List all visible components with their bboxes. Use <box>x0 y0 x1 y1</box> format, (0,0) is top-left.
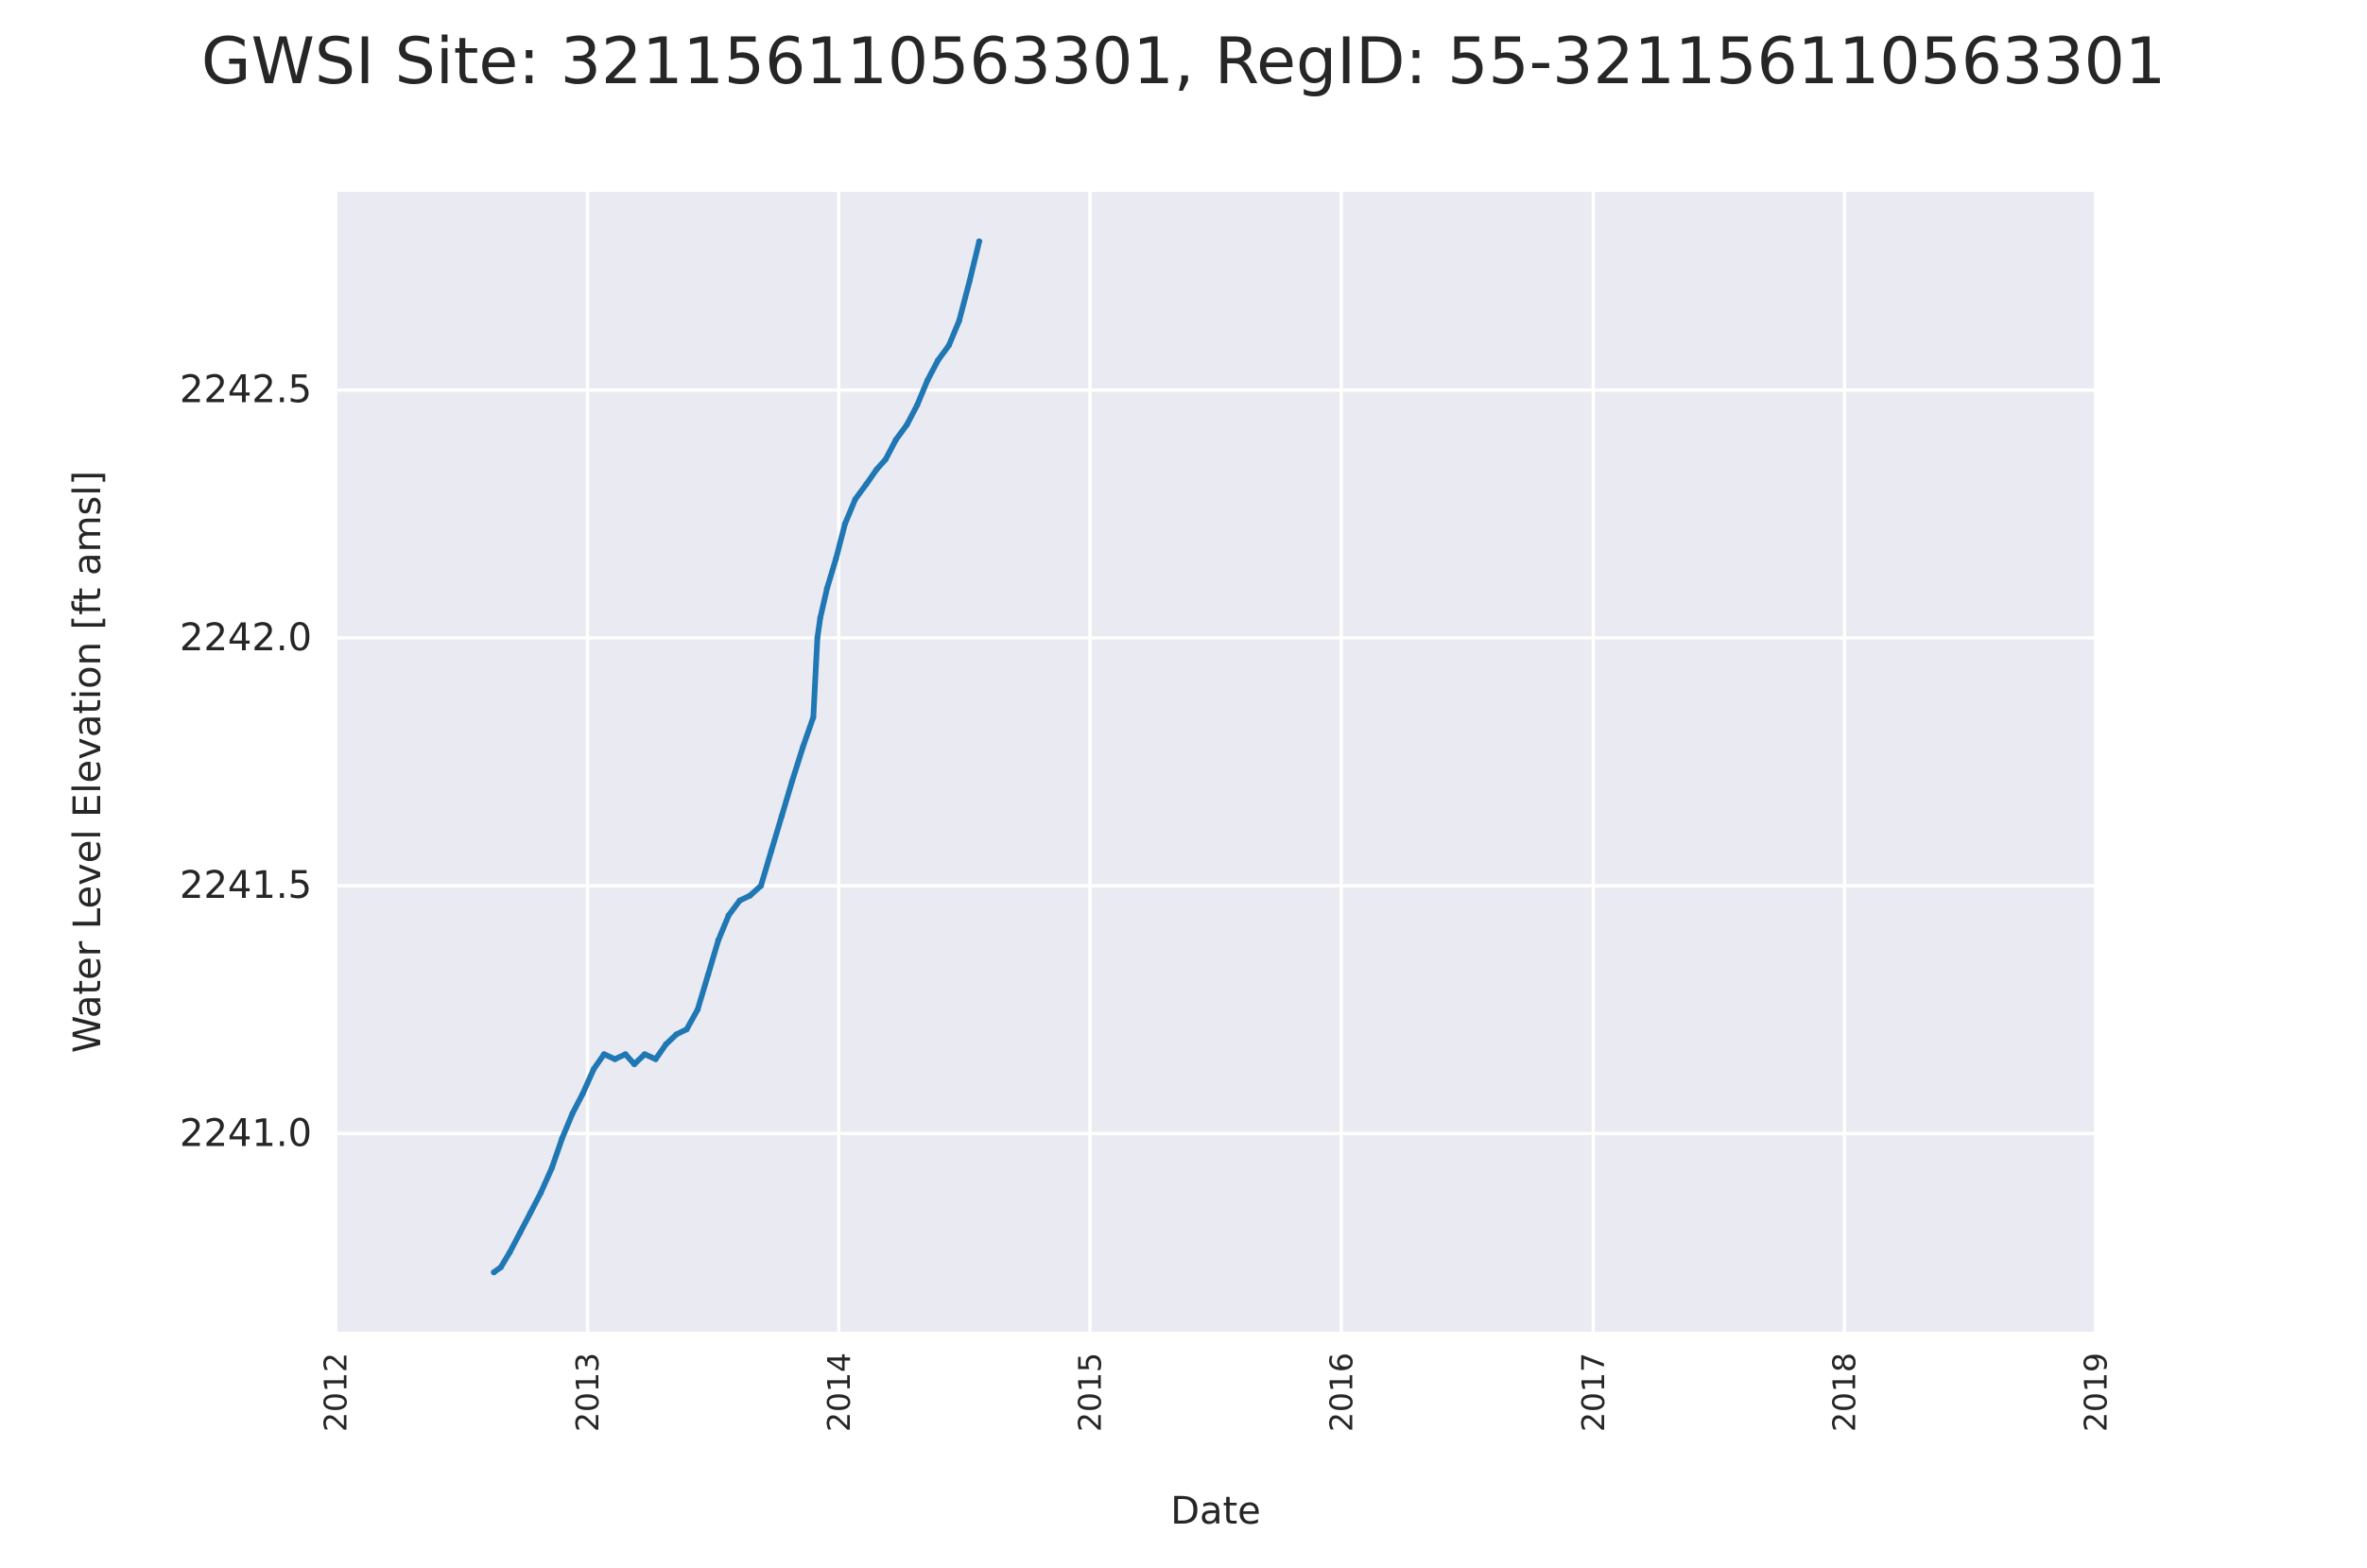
data-point <box>569 1111 576 1117</box>
data-point <box>976 238 983 245</box>
y-axis-label: Water Level Elevation [ft amsl] <box>66 471 110 1053</box>
data-point <box>788 778 795 785</box>
data-point <box>641 1051 648 1058</box>
x-tick-label: 2019 <box>2078 1353 2115 1432</box>
data-point <box>579 1091 586 1097</box>
data-point <box>715 937 722 943</box>
data-point <box>768 848 775 854</box>
x-tick-label: 2014 <box>821 1353 857 1432</box>
data-point <box>548 1164 555 1172</box>
data-point <box>736 897 743 904</box>
data-point <box>652 1056 659 1062</box>
data-point <box>914 402 921 408</box>
data-point <box>882 456 889 463</box>
data-point <box>823 585 831 592</box>
x-tick-label: 2015 <box>1072 1353 1109 1432</box>
data-point <box>612 1056 618 1062</box>
data-point <box>863 481 870 488</box>
data-point <box>873 466 880 473</box>
data-point <box>757 882 765 889</box>
x-tick-label: 2018 <box>1826 1353 1863 1432</box>
x-axis-label: Date <box>1170 1490 1261 1533</box>
data-point <box>892 437 899 443</box>
y-tick-label: 2242.5 <box>180 369 312 412</box>
data-point <box>966 278 973 284</box>
y-tick-label: 2241.5 <box>180 864 312 907</box>
data-point <box>778 813 786 819</box>
x-tick-label: 2016 <box>1322 1353 1359 1432</box>
chart-title: GWSI Site: 321156110563301, RegID: 55-32… <box>200 25 2167 99</box>
y-tick-label: 2241.0 <box>180 1111 312 1155</box>
data-point <box>814 634 821 642</box>
data-point <box>497 1264 504 1271</box>
data-point <box>673 1031 680 1038</box>
data-point <box>683 1025 690 1033</box>
x-tick-label: 2017 <box>1575 1353 1612 1432</box>
data-point <box>935 357 942 364</box>
data-point <box>694 1007 701 1013</box>
data-point <box>622 1051 629 1058</box>
data-point <box>841 521 849 527</box>
data-point <box>904 422 910 428</box>
data-point <box>631 1060 638 1068</box>
data-point <box>956 318 962 324</box>
x-axis-ticks: 2012 2013 2014 2015 2016 2017 2018 2019 <box>318 1353 2115 1432</box>
data-point <box>559 1135 565 1142</box>
data-point <box>507 1249 513 1256</box>
data-point <box>800 744 806 750</box>
x-tick-label: 2012 <box>318 1353 354 1432</box>
y-axis-ticks: 2241.0 2241.5 2242.0 2242.5 <box>180 369 312 1156</box>
data-point <box>537 1190 544 1197</box>
data-point <box>663 1041 669 1048</box>
data-point <box>747 892 753 899</box>
data-point <box>817 614 823 622</box>
data-point <box>704 972 712 978</box>
data-point <box>833 555 839 562</box>
grid <box>334 192 2098 1332</box>
data-point <box>852 495 858 503</box>
data-point <box>491 1268 497 1276</box>
x-tick-label: 2013 <box>569 1353 606 1432</box>
data-point <box>810 714 817 720</box>
data-point <box>924 377 931 384</box>
data-point <box>517 1229 524 1236</box>
plot-background <box>336 192 2096 1332</box>
data-point <box>590 1065 597 1073</box>
data-point <box>725 912 732 919</box>
series-layer <box>491 238 983 1276</box>
data-point <box>600 1051 608 1058</box>
data-point <box>527 1210 534 1216</box>
series-line <box>491 238 982 1276</box>
data-point <box>945 342 952 349</box>
y-tick-label: 2242.0 <box>180 616 312 660</box>
